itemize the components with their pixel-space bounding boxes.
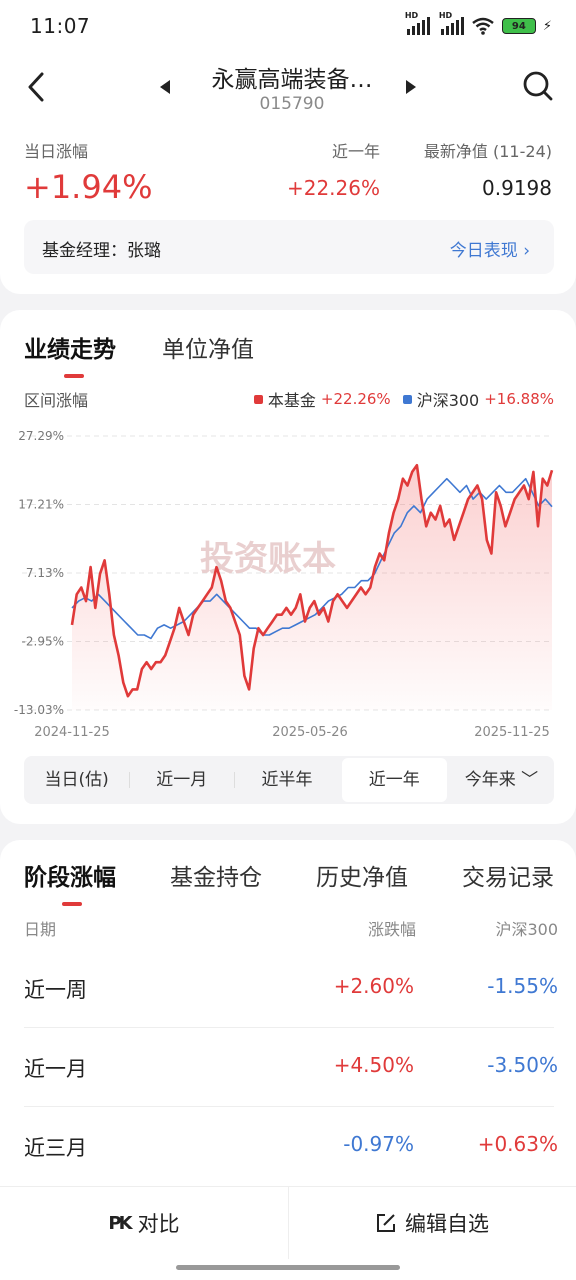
y-tick-label: -2.95% (22, 635, 64, 649)
performance-chart-card: 业绩走势 单位净值 区间涨幅 本基金 +22.26% 沪深300 +16.88% 投… (0, 310, 576, 824)
column-header-date: 日期 (24, 920, 57, 939)
status-bar: 11:07 HD HD 94 ⚡ (0, 0, 576, 52)
status-time: 11:07 (30, 14, 91, 38)
tab-unit-nav[interactable]: 单位净值 (162, 337, 254, 363)
row-change: -0.97% (343, 1132, 414, 1156)
fund-manager-text: 基金经理：张璐 (42, 241, 161, 261)
column-header-change: 涨跌幅 (367, 920, 416, 939)
year-change-value: +22.26% (286, 176, 380, 200)
row-hs300: -3.50% (487, 1053, 558, 1077)
fund-manager-row[interactable]: 基金经理：张璐 今日表现 › (24, 220, 554, 274)
legend-fund-name: 本基金 (267, 391, 316, 410)
fund-series-line (70, 463, 554, 698)
legend-hs300: 沪深300 +16.88% (402, 387, 554, 411)
fund-header-card: 永赢高端装备… 015790 当日涨幅 +1.94% 近一年 +22.26% 最… (0, 52, 576, 294)
edit-watchlist-label: 编辑自选 (405, 1212, 489, 1236)
row-period: 近一周 (24, 978, 87, 1002)
period-today-estimate[interactable]: 当日(估) (44, 770, 109, 790)
latest-nav-value: 0.9198 (482, 176, 552, 200)
fund-name: 永赢高端装备… (211, 67, 373, 93)
edit-watchlist-button[interactable]: 编辑自选 (288, 1187, 576, 1259)
pk-icon: PK (108, 1212, 132, 1234)
year-change-label: 近一年 (331, 142, 380, 161)
legend-fund-value: +22.26% (320, 390, 391, 408)
y-tick-label: -13.03% (14, 703, 64, 717)
hs300-series-line (71, 477, 553, 640)
bottom-action-bar: PK 对比 编辑自选 (0, 1186, 576, 1280)
performance-line-chart[interactable]: 投资账本 27.29% 17.21% 7.13% -2.95% -13.03% 2024… (0, 420, 576, 746)
tab-stage-change[interactable]: 阶段涨幅 (24, 858, 116, 906)
search-icon[interactable] (522, 70, 554, 102)
compare-label: 对比 (137, 1212, 180, 1236)
table-row[interactable]: 近三月 -0.97% +0.63% (24, 1108, 558, 1186)
previous-fund-icon[interactable] (160, 80, 170, 94)
fund-area-fill (72, 465, 552, 710)
chart-legend: 本基金 +22.26% 沪深300 +16.88% (253, 387, 554, 411)
legend-hs300-name: 沪深300 (416, 391, 480, 410)
row-hs300: -1.55% (487, 974, 558, 998)
compare-button[interactable]: PK 对比 (0, 1187, 288, 1259)
next-fund-icon[interactable] (406, 80, 416, 94)
row-hs300: +0.63% (477, 1132, 558, 1156)
tab-performance-trend[interactable]: 业绩走势 (24, 330, 116, 378)
legend-fund-swatch (253, 394, 263, 404)
battery-icon: 94 (501, 18, 536, 34)
watermark-text: 投资账本 (200, 539, 336, 579)
range-change-label: 区间涨幅 (24, 391, 89, 410)
tab-history-nav[interactable]: 历史净值 (316, 865, 408, 891)
back-arrow-icon[interactable] (22, 70, 50, 104)
signal-icon: HD (405, 11, 430, 35)
row-period: 近一月 (24, 1057, 87, 1081)
home-indicator[interactable] (176, 1265, 400, 1270)
table-row[interactable]: 近一月 +4.50% -3.50% (24, 1029, 558, 1107)
wifi-icon (472, 17, 494, 35)
x-tick-label: 2025-05-26 (272, 725, 348, 740)
y-tick-label: 27.29% (18, 429, 64, 443)
column-header-hs300: 沪深300 (495, 920, 558, 939)
tab-holdings[interactable]: 基金持仓 (170, 865, 262, 891)
daily-change-label: 当日涨幅 (24, 142, 89, 161)
stage-performance-card: 阶段涨幅 基金持仓 历史净值 交易记录 日期 涨跌幅 沪深300 近一周 +2.… (0, 840, 576, 1186)
tab-transactions[interactable]: 交易记录 (462, 865, 554, 891)
legend-hs300-value: +16.88% (484, 390, 554, 408)
daily-change-value: +1.94% (24, 168, 153, 206)
status-icons: HD HD 94 ⚡ (405, 11, 552, 36)
edit-icon (377, 1214, 395, 1232)
signal-icon: HD (439, 11, 464, 35)
x-tick-label: 2024-11-25 (34, 725, 110, 740)
period-selector: 当日(估) 近一月 近半年 近一年 今年来 ﹀ (24, 756, 554, 804)
y-tick-label: 7.13% (26, 566, 64, 580)
table-row[interactable]: 近一周 +2.60% -1.55% (24, 950, 558, 1028)
legend-hs300-swatch (402, 394, 412, 404)
period-year-to-date[interactable]: 今年来 ﹀ (464, 770, 539, 790)
chart-tabs: 业绩走势 单位净值 (24, 330, 254, 378)
y-tick-label: 17.21% (18, 498, 64, 512)
performance-tabs: 阶段涨幅 基金持仓 历史净值 交易记录 (24, 858, 554, 906)
row-change: +2.60% (333, 974, 414, 998)
x-tick-label: 2025-11-25 (474, 725, 550, 740)
period-half-year[interactable]: 近半年 (234, 758, 339, 802)
today-performance-link[interactable]: 今日表现 › (449, 241, 530, 261)
row-period: 近三月 (24, 1136, 87, 1160)
charging-icon: ⚡ (542, 18, 552, 34)
row-change: +4.50% (333, 1053, 414, 1077)
latest-nav-label: 最新净值 (11-24) (423, 142, 552, 161)
period-one-month[interactable]: 近一月 (129, 758, 234, 802)
bottom-divider (288, 1187, 289, 1259)
period-one-year[interactable]: 近一年 (341, 758, 447, 802)
legend-fund: 本基金 +22.26% (253, 387, 391, 411)
fund-code: 015790 (259, 94, 325, 114)
